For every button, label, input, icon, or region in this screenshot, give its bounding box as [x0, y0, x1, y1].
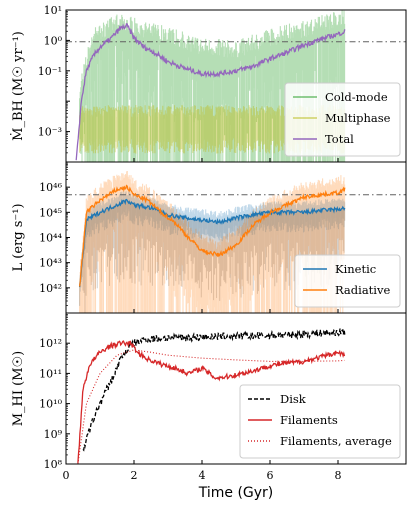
legend-label: Total — [325, 132, 354, 146]
y-tick-label: 10⁴² — [39, 282, 62, 295]
y-tick-label: 10⁴⁵ — [39, 206, 62, 219]
y-tick-label: 10⁴³ — [39, 257, 62, 270]
y-tick-label: 10⁻¹ — [38, 65, 62, 78]
y-axis-label: Ṁ_BH (M☉ yr⁻¹) — [9, 31, 26, 141]
panel-top: 10⁻³ 10⁻¹ 10⁰ 10¹ Ṁ_BH (M☉ yr⁻¹) Cold-mode Mul… — [9, 4, 407, 163]
series-radiative — [79, 171, 346, 313]
y-tick-label: 10¹² — [39, 337, 62, 350]
x-tick-label: 0 — [63, 469, 70, 482]
panel-middle: 10⁴² 10⁴³ 10⁴⁴ 10⁴⁵ 10⁴⁶ L (erg s⁻¹) Kinetic Ra… — [11, 161, 407, 314]
plot-area — [66, 171, 406, 313]
y-tick-label: 10⁰ — [44, 34, 63, 47]
series-line-radiative — [78, 184, 346, 287]
y-tick-label: 10⁹ — [44, 428, 63, 441]
x-axis-label: Time (Gyr) — [198, 485, 274, 501]
legend-label: Disk — [280, 392, 307, 406]
legend-label: Filaments, average — [280, 434, 392, 448]
y-tick-label: 10⁸ — [44, 458, 63, 471]
series-line-filaments — [77, 340, 346, 463]
y-axis-label: M_HI (M☉) — [11, 351, 26, 427]
legend-box — [239, 384, 401, 459]
series-spikes — [82, 200, 345, 313]
axes-frame — [65, 312, 407, 465]
plot-area — [77, 327, 346, 464]
series-line-total — [75, 23, 346, 161]
legend-box — [294, 254, 401, 308]
x-tick-label: 8 — [335, 469, 342, 482]
y-axis-label: L (erg s⁻¹) — [11, 203, 26, 271]
series-line-kinetic — [78, 198, 346, 288]
y-tick-label: 10⁴⁴ — [39, 232, 62, 245]
y-tick-label: 10¹⁰ — [39, 398, 62, 411]
series-line-disk — [82, 327, 346, 452]
legend: Cold-mode Multiphase Total — [284, 82, 401, 157]
legend-label: Cold-mode — [325, 90, 388, 104]
y-tick-label: 10⁻³ — [38, 126, 62, 139]
legend-box — [284, 82, 401, 157]
y-tick-label: 10¹¹ — [39, 367, 62, 380]
x-tick-label: 6 — [267, 469, 274, 482]
legend-label: Filaments — [280, 413, 338, 427]
legend-label: Radiative — [335, 283, 390, 297]
series-line-filaments-average — [77, 349, 345, 464]
legend-label: Multiphase — [325, 111, 391, 125]
y-tick-label: 10⁴⁶ — [39, 181, 62, 194]
legend: Disk Filaments Filaments, average — [239, 384, 401, 459]
x-tick-label: 2 — [131, 469, 138, 482]
series-band — [79, 171, 346, 313]
y-tick-label: 10¹ — [44, 4, 62, 17]
panel-bottom: 10⁸ 10⁹ 10¹⁰ 10¹¹ 10¹² 0 2 4 6 8 M_HI (M☉) Time (Gy… — [11, 312, 407, 501]
x-tick-label: 4 — [199, 469, 206, 482]
legend-label: Kinetic — [335, 262, 376, 276]
legend: Kinetic Radiative — [294, 254, 401, 308]
